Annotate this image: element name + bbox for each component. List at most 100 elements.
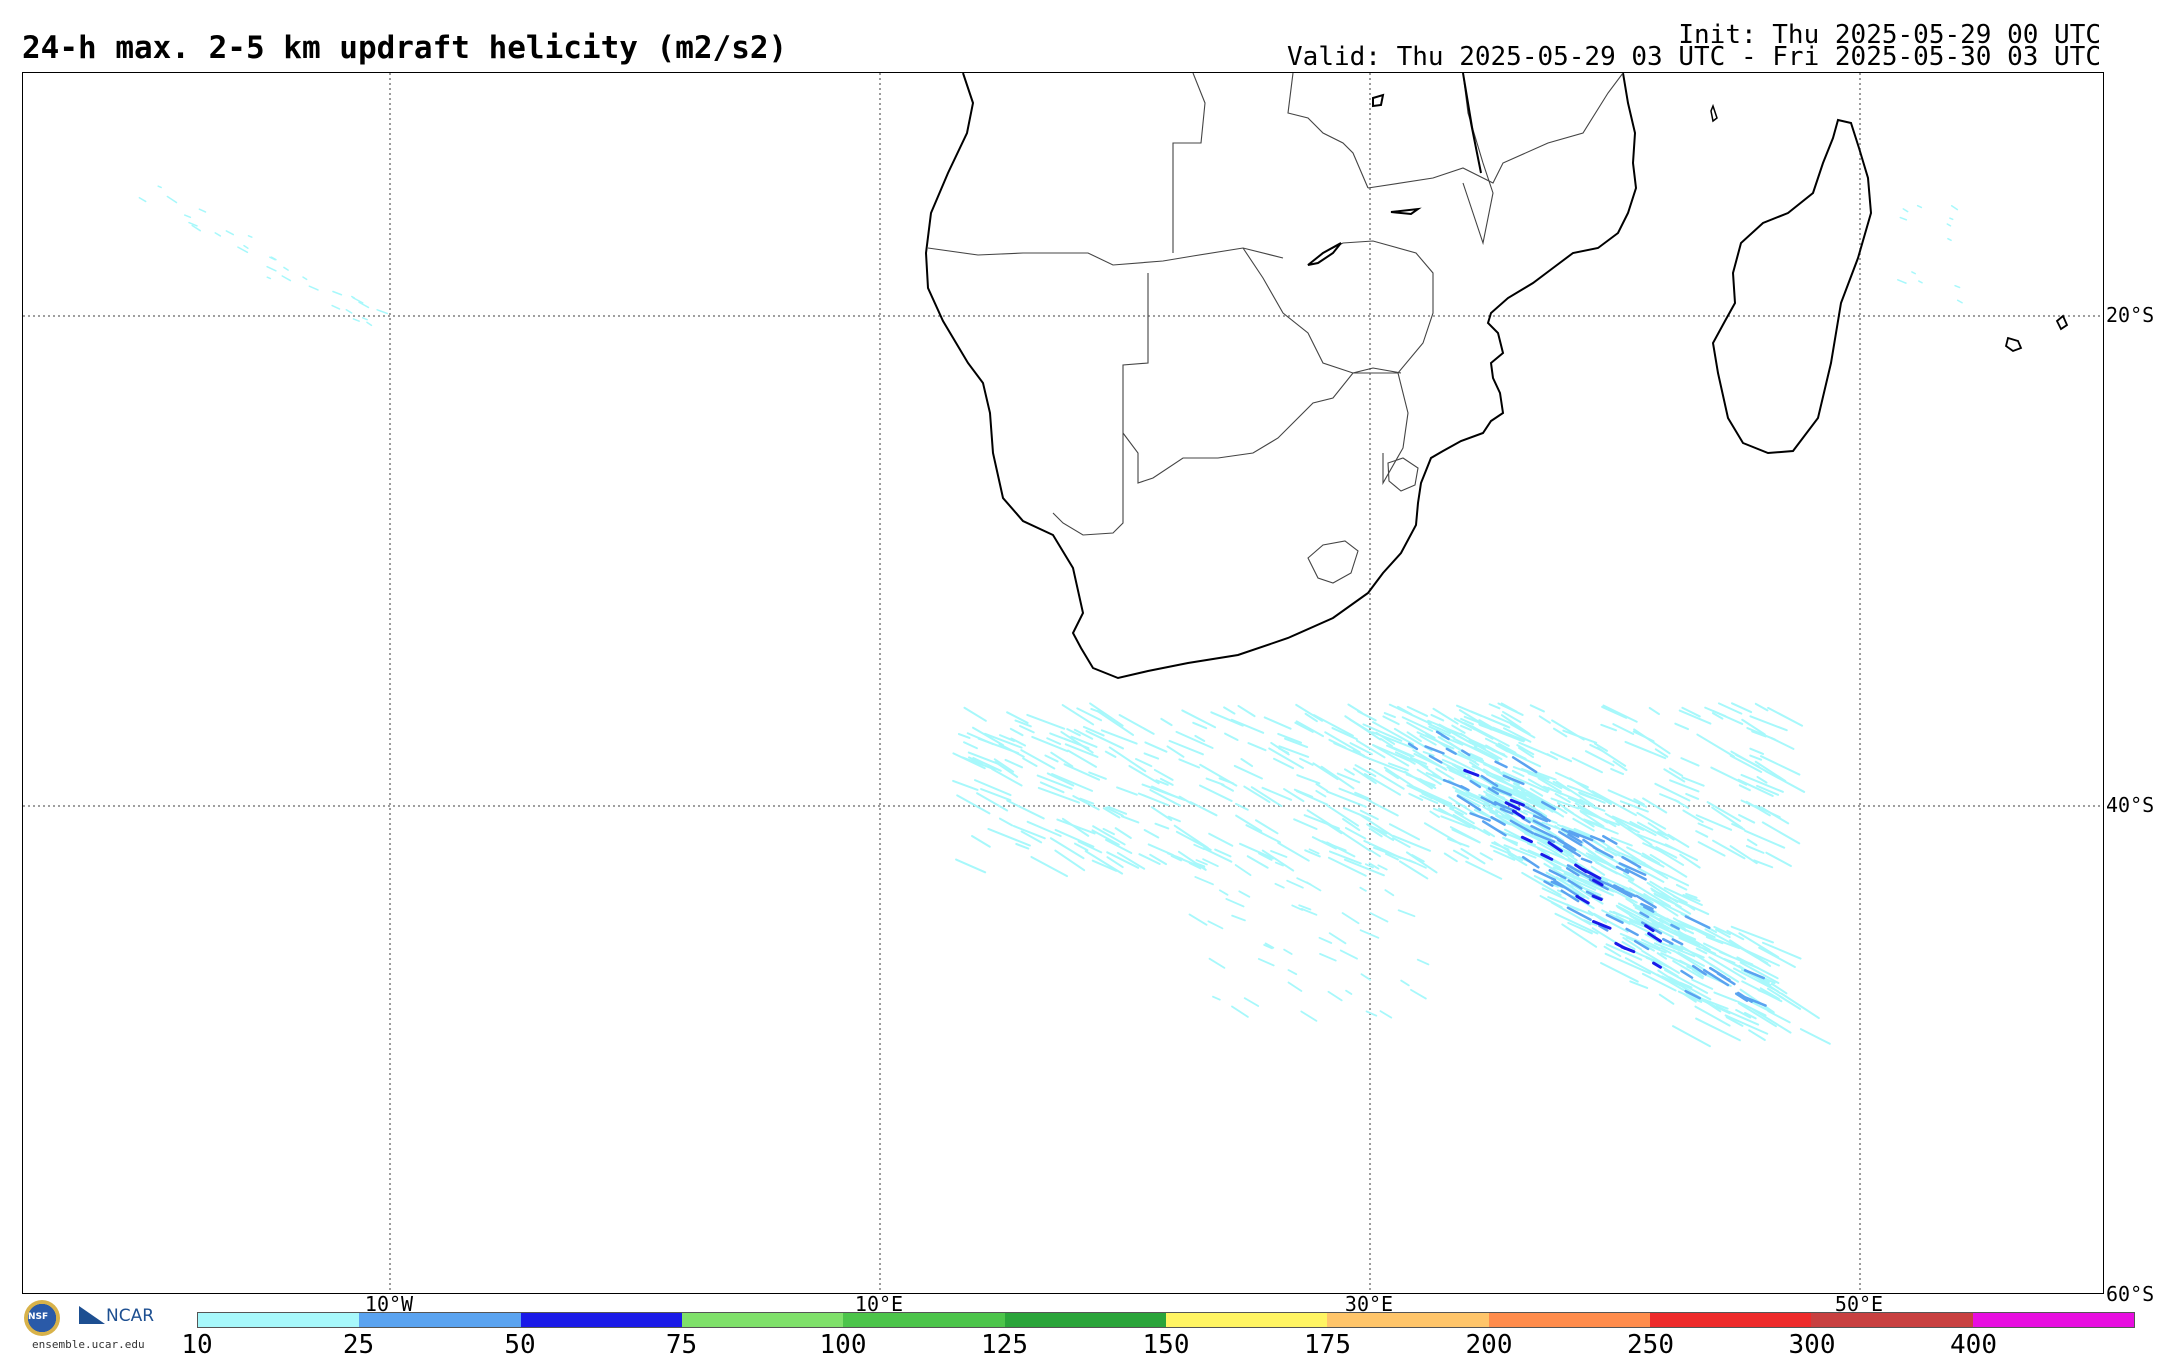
helicity-streak [1681,706,1701,718]
helicity-streak [1799,1028,1831,1045]
border-angola-namibia [927,247,1284,266]
helicity-streak [1527,778,1550,792]
colorbar-tick-label: 400 [1950,1330,1997,1360]
helicity-streak [1385,769,1399,780]
helicity-streak [1622,872,1635,881]
helicity-streak [1642,797,1668,814]
helicity-streak [1073,728,1094,740]
helicity-streak [991,767,1023,787]
helicity-streak [1600,962,1639,983]
helicity-streak [1488,703,1501,710]
helicity-streak [1593,742,1609,752]
helicity-streak [1712,710,1744,725]
helicity-streak [1456,794,1482,812]
helicity-streak [1615,865,1630,874]
helicity-streak [1343,768,1355,776]
helicity-streak [1362,755,1407,774]
helicity-streak [1296,774,1321,785]
helicity-streak [1554,792,1571,804]
helicity-streak [1268,747,1304,769]
helicity-streak [1283,788,1305,803]
helicity-streak [1195,859,1208,866]
helicity-streak [1671,1025,1712,1048]
helicity-streak [1652,961,1662,969]
helicity-streak [1712,839,1746,860]
helicity-streak [1439,799,1456,809]
helicity-streak [1482,805,1501,818]
helicity-streak [1385,852,1399,861]
helicity-streak [1160,717,1173,727]
helicity-streak [1566,906,1592,921]
colorbar-tick-label: 50 [504,1330,536,1360]
helicity-streak [1619,932,1667,954]
helicity-streak [1202,847,1233,863]
helicity-streak [1503,828,1523,840]
helicity-streak [1671,938,1684,946]
helicity-streak [1365,1010,1378,1017]
helicity-streak [1141,783,1186,801]
helicity-streak [237,246,249,254]
helicity-streak [1371,731,1414,749]
helicity-streak [1070,735,1098,748]
helicity-streak [1443,852,1458,863]
helicity-streak [1663,886,1703,906]
helicity-streak [214,232,222,237]
helicity-streak [1105,806,1124,817]
helicity-streak [1460,717,1474,726]
helicity-streak [1408,859,1427,869]
helicity-streak [1494,760,1508,769]
helicity-streak [1538,715,1551,724]
helicity-streak [1318,936,1333,944]
helicity-streak [1600,723,1618,732]
helicity-streak [1607,789,1648,808]
helicity-streak [1277,732,1303,744]
helicity-streak [1214,848,1232,858]
helicity-streak [1729,845,1758,865]
helicity-streak [1730,925,1774,944]
helicity-streak [1135,758,1153,768]
helicity-streak [1440,815,1471,829]
helicity-streak [1419,734,1437,746]
border-malawi [1462,73,1494,246]
helicity-streak [1089,702,1124,727]
helicity-streak [1503,844,1537,859]
helicity-streak [1615,820,1653,846]
helicity-streak [1372,721,1415,746]
map-panel[interactable] [22,72,2104,1294]
helicity-streak [1324,731,1361,754]
helicity-streak [1327,856,1367,877]
helicity-streak [1327,990,1343,1002]
helicity-streak [1106,851,1140,869]
helicity-streak [1583,818,1604,828]
helicity-streak [1424,745,1445,755]
helicity-streak [1015,842,1030,850]
helicity-streak [1636,833,1676,851]
ncar-logo-text: NCAR [106,1306,155,1326]
helicity-streak [1419,778,1437,789]
helicity-streak [1088,771,1107,780]
helicity-streak [1295,720,1325,738]
helicity-streak [1154,822,1170,830]
helicity-streak [1521,855,1540,869]
helicity-streak [1210,711,1244,727]
helicity-streak [1422,750,1435,757]
helicity-streak [1950,205,1959,211]
helicity-streak [1685,792,1700,800]
helicity-streak [1612,760,1628,772]
helicity-streak [1406,721,1436,739]
helicity-streak [1388,823,1421,841]
border-mozambique [1382,372,1409,486]
helicity-streak [1274,861,1284,867]
helicity-streak [1105,838,1133,855]
helicity-streak [1277,841,1310,862]
helicity-streak [1495,744,1509,753]
helicity-streak [966,732,994,746]
helicity-streak [1704,928,1741,949]
helicity-streak [1403,770,1433,790]
helicity-streak [1091,829,1120,846]
helicity-streak [1532,814,1549,823]
helicity-streak [1664,969,1709,994]
helicity-streak [1622,936,1643,951]
helicity-streak [1261,849,1295,872]
helicity-streak [1511,809,1526,820]
